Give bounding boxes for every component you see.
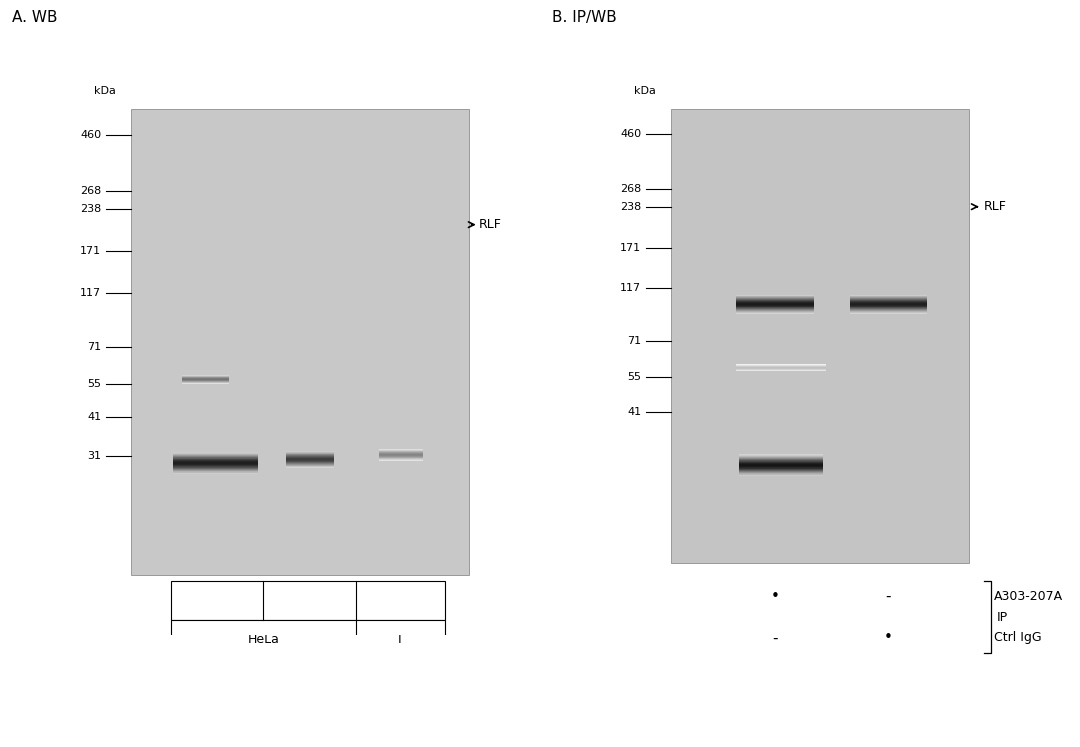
Text: 71: 71 <box>627 335 642 346</box>
Text: HeLa: HeLa <box>247 633 280 646</box>
Text: 41: 41 <box>627 407 642 418</box>
Text: 31: 31 <box>87 451 102 462</box>
Text: 460: 460 <box>80 130 102 140</box>
Text: 238: 238 <box>620 202 642 211</box>
Bar <box>671 109 969 563</box>
Text: 268: 268 <box>80 186 102 196</box>
Text: IP: IP <box>997 610 1008 624</box>
Text: RLF: RLF <box>478 218 501 231</box>
Text: Ctrl IgG: Ctrl IgG <box>994 631 1041 645</box>
Text: 55: 55 <box>87 379 102 389</box>
Text: 171: 171 <box>620 243 642 252</box>
Text: 460: 460 <box>620 129 642 139</box>
Text: 171: 171 <box>80 247 102 256</box>
Text: 15: 15 <box>302 594 318 607</box>
Text: -: - <box>886 589 891 604</box>
Text: A. WB: A. WB <box>12 10 57 25</box>
Text: B. IP/WB: B. IP/WB <box>552 10 617 25</box>
Text: 50: 50 <box>207 594 224 607</box>
Text: •: • <box>885 630 893 645</box>
Bar <box>172 620 445 659</box>
Text: kDa: kDa <box>634 86 656 96</box>
Text: kDa: kDa <box>94 86 116 96</box>
Text: 55: 55 <box>627 372 642 382</box>
Text: A303-207A: A303-207A <box>994 589 1063 603</box>
Text: 41: 41 <box>87 412 102 422</box>
Text: 71: 71 <box>87 342 102 352</box>
Text: 117: 117 <box>80 288 102 298</box>
Text: -: - <box>772 630 778 645</box>
Bar <box>131 109 469 575</box>
Text: •: • <box>771 589 780 604</box>
Text: 117: 117 <box>620 283 642 294</box>
Text: 268: 268 <box>620 184 642 193</box>
Text: 50: 50 <box>393 594 409 607</box>
Text: 238: 238 <box>80 204 102 214</box>
Text: T: T <box>396 633 404 646</box>
Text: RLF: RLF <box>984 200 1007 213</box>
Bar <box>172 581 445 620</box>
